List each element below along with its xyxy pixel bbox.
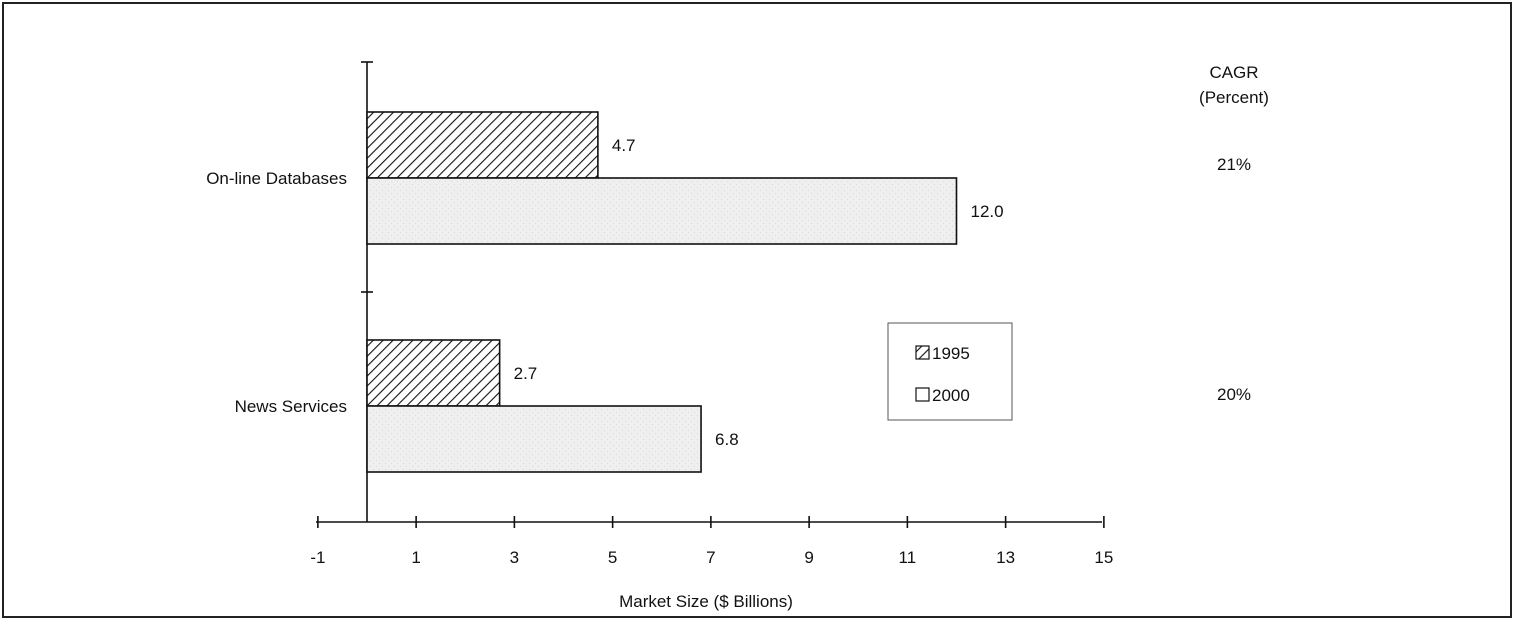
x-tick-label: 9 bbox=[804, 548, 813, 567]
legend-label-2000: 2000 bbox=[932, 386, 970, 405]
bar-2000 bbox=[366, 405, 702, 473]
cagr-header-line2: (Percent) bbox=[1199, 88, 1269, 107]
x-tick-label: 7 bbox=[706, 548, 715, 567]
y-axis: On-line Databases News Services bbox=[206, 61, 373, 522]
bar-1995 bbox=[366, 111, 599, 179]
x-tick-label: 5 bbox=[608, 548, 617, 567]
x-axis-title: Market Size ($ Billions) bbox=[619, 592, 793, 611]
category-label: On-line Databases bbox=[206, 169, 347, 188]
x-tick-label: 3 bbox=[510, 548, 519, 567]
x-tick-label: 11 bbox=[899, 548, 917, 567]
data-label-2000: 6.8 bbox=[715, 430, 739, 449]
x-axis: -1 1 3 5 7 9 11 13 15 bbox=[310, 516, 1113, 567]
data-label-2000: 12.0 bbox=[971, 202, 1004, 221]
data-label-1995: 4.7 bbox=[612, 136, 636, 155]
x-tick-label: -1 bbox=[310, 548, 325, 567]
data-label-1995: 2.7 bbox=[514, 364, 538, 383]
legend-swatch-1995 bbox=[915, 345, 930, 360]
cagr-header-line1: CAGR bbox=[1209, 63, 1258, 82]
cagr-value-online-databases: 21% bbox=[1217, 155, 1251, 174]
legend-swatch-2000 bbox=[915, 387, 930, 402]
x-tick-label: 15 bbox=[1094, 548, 1113, 567]
legend-label-1995: 1995 bbox=[932, 344, 970, 363]
legend: 1995 2000 bbox=[887, 322, 1013, 421]
legend-box bbox=[887, 322, 1013, 421]
bar-2000 bbox=[366, 177, 958, 245]
x-tick-label: 13 bbox=[996, 548, 1015, 567]
bar-1995 bbox=[366, 339, 501, 407]
bars: 4.7 12.0 2.7 6.8 bbox=[366, 111, 1004, 473]
cagr-value-news-services: 20% bbox=[1217, 385, 1251, 404]
category-label: News Services bbox=[235, 397, 347, 416]
x-tick-label: 1 bbox=[411, 548, 420, 567]
